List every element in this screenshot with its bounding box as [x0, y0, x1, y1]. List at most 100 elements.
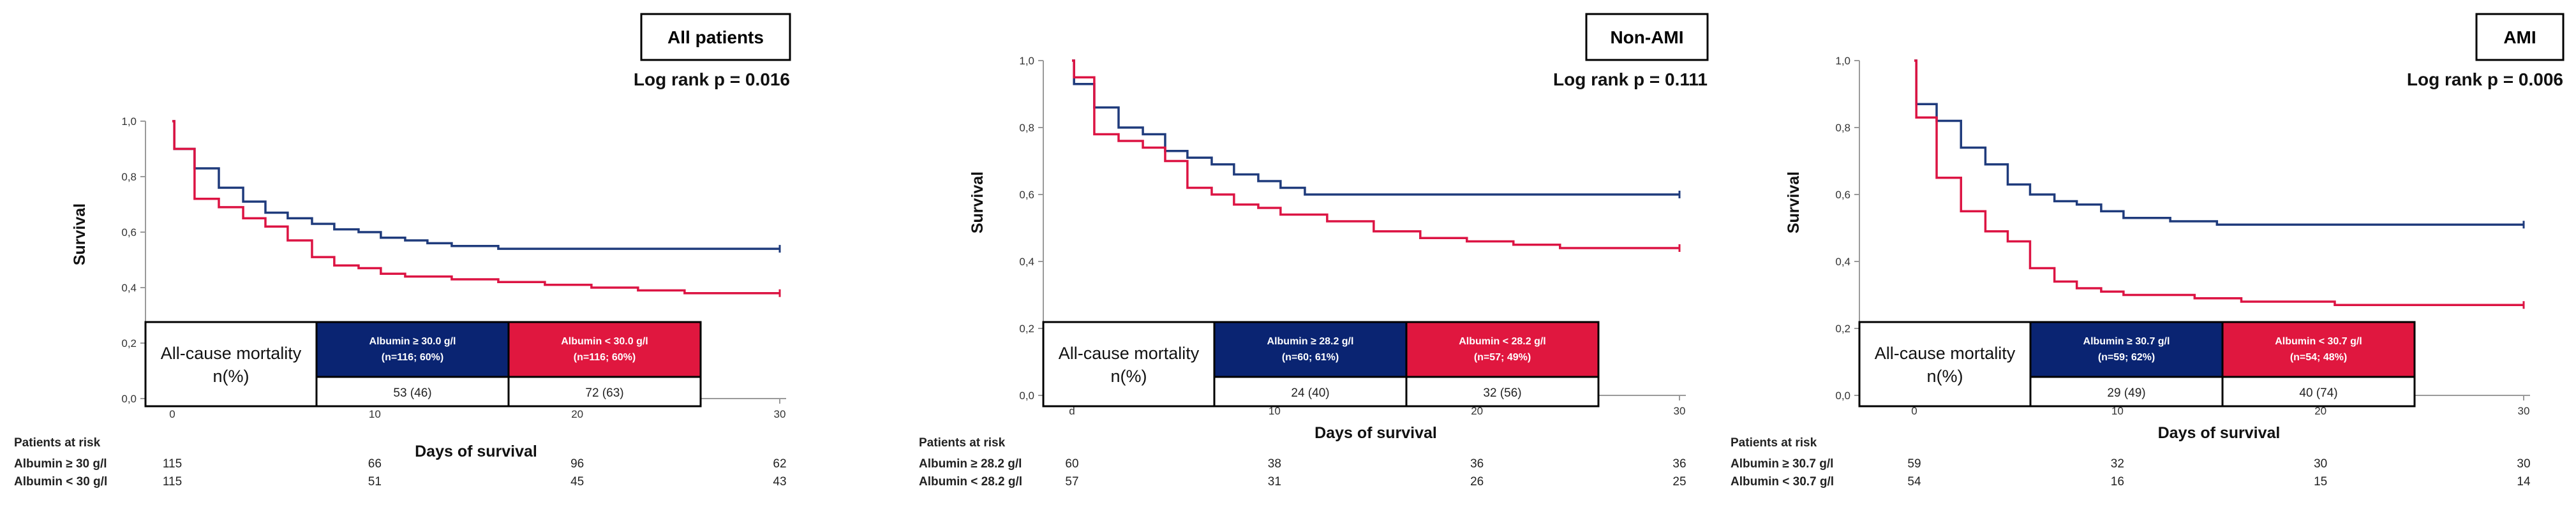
x-tick-label: 0 — [169, 408, 175, 420]
km-panel-1: All patients Log rank p = 0.016 0,0 0,2 0,4 0… — [14, 13, 791, 488]
y-tick-label: 0,6 — [121, 226, 137, 239]
table-label-line2: n(%) — [212, 367, 249, 386]
risk-value: 32 — [2111, 457, 2124, 471]
table-label-cell — [1042, 321, 1216, 408]
table-high-header — [2029, 321, 2224, 378]
risk-value: 96 — [570, 457, 584, 471]
series-line-low-albumin — [172, 120, 780, 295]
chart-title: Non-AMI — [1610, 27, 1683, 47]
table-low-header-title: Albumin < 28.2 g/l — [1459, 336, 1545, 347]
table-high-header — [1213, 321, 1408, 378]
x-tick-label: 20 — [1471, 405, 1483, 417]
y-axis-label: Survival — [71, 203, 89, 265]
risk-value: 15 — [2314, 475, 2327, 488]
x-axis-label: Days of survival — [2158, 424, 2281, 442]
title-box — [2475, 13, 2565, 61]
x-axis-label: Days of survival — [1314, 424, 1437, 442]
y-tick-label: 0,0 — [121, 393, 137, 405]
risk-value: 115 — [163, 457, 182, 471]
table-low-value: 32 (56) — [1483, 386, 1521, 400]
table-high-header-n: (n=59; 62%) — [2098, 352, 2155, 363]
y-tick-label: 0,6 — [1835, 189, 1850, 201]
x-tick-label: d — [1069, 405, 1075, 417]
table-low-header-n: (n=116; 60%) — [574, 352, 636, 363]
y-tick-label: 0,4 — [1019, 256, 1034, 268]
chart-title: All patients — [667, 27, 764, 47]
title-box — [640, 13, 791, 61]
table-label-cell — [1858, 321, 2032, 408]
risk-value: 30 — [2314, 457, 2327, 471]
table-low-header-n: (n=57; 49%) — [1474, 352, 1531, 363]
table-high-header-n: (n=60; 61%) — [1282, 352, 1339, 363]
table-label-cell — [144, 321, 318, 408]
x-tick-label: 10 — [369, 408, 381, 420]
risk-value: 45 — [570, 475, 584, 488]
risk-value: 60 — [1065, 457, 1078, 471]
table-high-header — [315, 321, 510, 378]
risk-row-label: Albumin < 30 g/l — [14, 475, 107, 488]
y-tick-label: 0,2 — [121, 337, 137, 349]
risk-row-label: Albumin < 28.2 g/l — [919, 475, 1022, 488]
y-tick-label: 0,4 — [1835, 256, 1850, 268]
x-tick-label: 20 — [571, 408, 583, 420]
table-high-header-title: Albumin ≥ 28.2 g/l — [1267, 336, 1354, 347]
y-axis-label: Survival — [1785, 172, 1803, 233]
risk-value: 43 — [773, 475, 786, 488]
y-tick-label: 0,4 — [121, 282, 137, 294]
km-panel-3: AMI Log rank p = 0.006 0,0 0,2 0,4 0,6 0,8 1,0 S… — [1731, 13, 2565, 488]
risk-value: 51 — [368, 475, 382, 488]
y-tick-label: 0,0 — [1019, 390, 1034, 402]
x-tick-label: 30 — [2518, 405, 2530, 417]
risk-value: 14 — [2517, 475, 2531, 488]
table-label-line1: All-cause mortality — [1059, 344, 1200, 363]
table-high-value: 29 (49) — [2107, 386, 2145, 400]
log-rank-p: Log rank p = 0.006 — [2407, 70, 2563, 89]
table-low-header — [1405, 321, 1600, 378]
title-box — [1585, 13, 1709, 61]
risk-title: Patients at risk — [1731, 436, 1817, 450]
series-line-high-albumin — [1914, 59, 2524, 226]
y-tick-label: 0,8 — [1835, 122, 1850, 134]
table-low-header-title: Albumin < 30.7 g/l — [2275, 336, 2362, 347]
table-label-line1: All-cause mortality — [1875, 344, 2016, 363]
table-low-value-cell — [1405, 376, 1600, 408]
table-label-line2: n(%) — [1926, 367, 1963, 386]
table-high-value: 24 (40) — [1291, 386, 1329, 400]
y-tick-label: 0,0 — [1835, 390, 1850, 402]
x-tick-label: 30 — [1674, 405, 1686, 417]
table-high-value-cell — [2029, 376, 2224, 408]
table-low-value: 72 (63) — [585, 386, 623, 400]
y-tick-label: 0,6 — [1019, 189, 1034, 201]
chart-title: AMI — [2503, 27, 2536, 47]
y-axis-label: Survival — [969, 172, 986, 233]
risk-value: 66 — [368, 457, 382, 471]
risk-value: 38 — [1268, 457, 1281, 471]
x-tick-label: 20 — [2314, 405, 2327, 417]
x-tick-label: 0 — [1911, 405, 1917, 417]
km-panel-2: Non-AMI Log rank p = 0.111 0,0 0,2 0,4 0,6 0,8… — [919, 13, 1709, 488]
risk-value: 57 — [1065, 475, 1078, 488]
y-tick-label: 0,2 — [1835, 323, 1850, 335]
table-low-header-n: (n=54; 48%) — [2290, 352, 2347, 363]
risk-value: 36 — [1672, 457, 1686, 471]
table-high-value: 53 (46) — [393, 386, 431, 400]
risk-value: 16 — [2111, 475, 2124, 488]
risk-value: 30 — [2517, 457, 2530, 471]
risk-row-label: Albumin ≥ 28.2 g/l — [919, 457, 1022, 471]
y-tick-label: 1,0 — [121, 115, 137, 128]
y-tick-label: 1,0 — [1019, 55, 1034, 67]
log-rank-p: Log rank p = 0.016 — [634, 70, 790, 89]
risk-value: 26 — [1470, 475, 1484, 488]
series-line-low-albumin — [1914, 59, 2524, 306]
risk-row-label: Albumin < 30.7 g/l — [1731, 475, 1834, 488]
table-label-line2: n(%) — [1110, 367, 1147, 386]
table-low-value-cell — [507, 376, 702, 408]
risk-value: 115 — [163, 475, 182, 488]
risk-value: 36 — [1470, 457, 1484, 471]
y-tick-label: 0,8 — [1019, 122, 1034, 134]
x-tick-label: 30 — [774, 408, 786, 420]
series-line-high-albumin — [172, 120, 780, 250]
table-high-value-cell — [1213, 376, 1408, 408]
risk-value: 54 — [1907, 475, 1921, 488]
risk-title: Patients at risk — [14, 436, 101, 450]
